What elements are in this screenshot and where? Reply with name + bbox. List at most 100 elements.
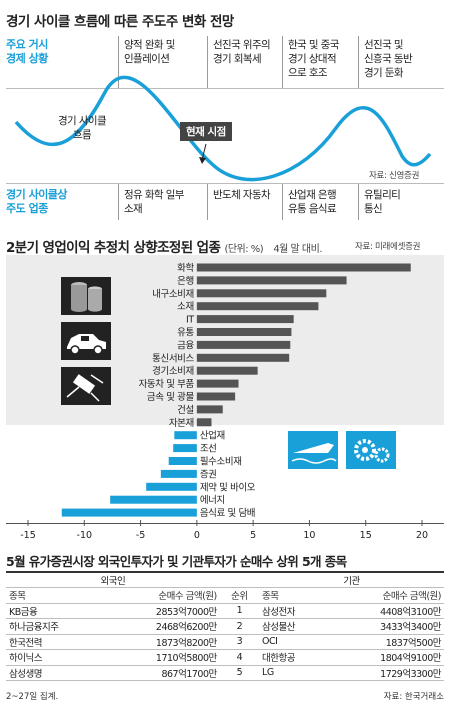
category-label: 경기소비재 xyxy=(152,365,194,377)
sector-cell-2: 반도체 자동차 xyxy=(213,188,271,202)
cell-line: 신흥국 동반 xyxy=(364,53,413,65)
category-label: 자본재 xyxy=(169,418,194,429)
divider xyxy=(282,36,283,88)
cell-line: 경기 상대적 xyxy=(288,53,337,65)
macro-cell-4: 선진국 및 신흥국 동반 경기 둔화 xyxy=(364,38,413,80)
bar-3 xyxy=(196,302,319,311)
bar-13 xyxy=(174,431,197,440)
bar-10 xyxy=(196,392,236,401)
x-tick-label: -10 xyxy=(77,530,93,541)
inst-amount: 1837억500만 xyxy=(327,634,444,650)
table-row: KB금융 2853억7000만 1 삼성전자 4408억3100만 xyxy=(6,603,444,619)
cell-line: 선진국 및 xyxy=(364,39,404,51)
category-label: 유통 xyxy=(177,328,194,339)
table-group-row: 외국인 기관 xyxy=(6,571,444,588)
sector-cell-4: 유틸리티 통신 xyxy=(364,188,401,216)
rank-cell: 1 xyxy=(219,603,260,619)
foreign-amount: 1710억5800만 xyxy=(102,649,220,666)
curve-label-line: 경기 사이클 xyxy=(58,115,107,127)
col-amount: 순매수 금액(원) xyxy=(102,587,220,604)
category-label: 에너지 xyxy=(200,495,225,506)
cell-line: 통신 xyxy=(364,203,383,215)
macro-header: 주요 거시 경제 상황 xyxy=(6,38,48,66)
foreign-stock-name: 하이닉스 xyxy=(6,649,103,666)
cycle-title: 경기 사이클 흐름에 따른 주도주 변화 전망 xyxy=(6,14,234,30)
bar-11 xyxy=(196,405,223,414)
sector-cell-3: 산업재 은행 유통 음식료 xyxy=(288,188,337,216)
col-item: 종목 xyxy=(259,587,328,604)
chart-source: 자료: 미래에셋증권 xyxy=(355,242,421,252)
divider xyxy=(282,184,283,220)
divider xyxy=(207,36,208,88)
bar-14 xyxy=(173,444,197,453)
inst-stock-name: 삼성물산 xyxy=(259,618,328,635)
bar-18 xyxy=(110,495,197,504)
rank-cell: 4 xyxy=(219,649,260,666)
car-icon xyxy=(61,322,111,360)
category-label: 화학 xyxy=(177,263,194,274)
col-amount: 순매수 금액(원) xyxy=(327,587,444,604)
category-label: 통신서비스 xyxy=(152,353,194,364)
group-spacer xyxy=(219,571,260,588)
cycle-source: 자료: 신영증권 xyxy=(369,171,420,181)
foreign-stock-name: 한국전력 xyxy=(6,634,103,650)
ship-icon xyxy=(288,431,338,469)
category-label: 금속 및 광물 xyxy=(147,391,195,403)
bar-7 xyxy=(196,353,290,362)
bar-8 xyxy=(196,366,258,375)
category-label: 조선 xyxy=(200,444,217,455)
category-label: 제약 및 바이오 xyxy=(200,481,256,493)
divider xyxy=(118,36,119,88)
bar-16 xyxy=(160,469,197,478)
gear-icon xyxy=(346,431,396,469)
foreign-stock-name: 삼성생명 xyxy=(6,665,103,681)
cell-line: 경기 둔화 xyxy=(364,67,404,79)
cell-line: 으로 호조 xyxy=(288,67,328,79)
bar-2 xyxy=(196,289,327,298)
bar-0 xyxy=(196,263,411,272)
macro-header-line: 경제 상황 xyxy=(6,52,48,65)
cell-line: 정유 화학 일부 xyxy=(124,189,184,201)
x-tick-label: 5 xyxy=(250,530,256,541)
cell-line: 유틸리티 xyxy=(364,189,401,201)
foreign-amount: 1873억8200만 xyxy=(102,634,220,650)
bar-9 xyxy=(196,379,239,388)
foreign-amount: 2468억6200만 xyxy=(102,618,220,635)
oil-barrel-icon xyxy=(61,277,111,315)
col-rank: 순위 xyxy=(219,587,260,604)
cell-line: 선진국 위주의 xyxy=(213,39,271,51)
sector-header-line: 주도 업종 xyxy=(6,202,48,215)
bar-6 xyxy=(196,340,291,349)
bar-17 xyxy=(146,482,197,491)
category-label: 음식료 및 담배 xyxy=(200,507,255,519)
bar-12 xyxy=(196,418,212,427)
category-label: 소재 xyxy=(177,302,194,313)
table-row: 하나금융지주 2468억6200만 2 삼성물산 3433억3400만 xyxy=(6,618,444,635)
col-item: 종목 xyxy=(6,587,103,604)
foreign-amount: 2853억7000만 xyxy=(102,603,220,619)
cycle-diagram: 주요 거시 경제 상황 양적 완화 및 인플레이션 선진국 위주의 경기 회복세… xyxy=(6,36,444,220)
category-label: 증권 xyxy=(200,468,217,480)
inst-amount: 1729억3300만 xyxy=(327,665,444,681)
bar-15 xyxy=(168,457,197,465)
rank-cell: 5 xyxy=(219,665,260,681)
inst-stock-name: LG xyxy=(259,665,328,681)
table-row: 삼성생명 867억1700만 5 LG 1729억3300만 xyxy=(6,665,444,681)
macro-cell-1: 양적 완화 및 인플레이션 xyxy=(124,38,175,66)
divider xyxy=(358,36,359,88)
foreign-stock-name: 하나금융지주 xyxy=(6,618,103,635)
rank-cell: 3 xyxy=(219,634,260,650)
rank-cell: 2 xyxy=(219,618,260,635)
category-label: 산업재 xyxy=(200,430,225,442)
foreign-stock-name: KB금융 xyxy=(6,603,103,619)
divider xyxy=(118,184,119,220)
current-point-label: 현재 시점 xyxy=(180,122,232,141)
net-buy-table: 외국인 기관 종목 순매수 금액(원) 순위 종목 순매수 금액(원) KB금융… xyxy=(6,571,444,681)
chart-note: 4월 말 대비. xyxy=(273,244,323,255)
cell-line: 한국 및 중국 xyxy=(288,39,339,51)
table-footnote: 2~27일 집계. xyxy=(6,692,59,702)
x-tick-label: 0 xyxy=(194,530,200,541)
table-row: 하이닉스 1710억5800만 4 대한항공 1804억9100만 xyxy=(6,649,444,666)
cell-line: 산업재 은행 xyxy=(288,189,337,201)
cell-line: 경기 회복세 xyxy=(213,53,262,65)
